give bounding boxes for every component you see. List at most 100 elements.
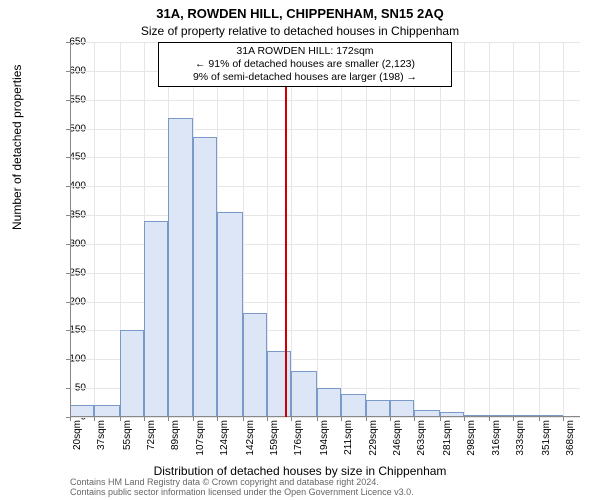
y-tick (66, 157, 70, 158)
histogram-bar (243, 313, 267, 417)
x-tick (464, 417, 465, 421)
v-gridline (489, 42, 490, 417)
x-tick (317, 417, 318, 421)
x-tick (563, 417, 564, 421)
x-tick-label: 159sqm (269, 420, 280, 460)
x-tick-label: 263sqm (416, 420, 427, 460)
marker-line (285, 42, 287, 417)
v-gridline (341, 42, 342, 417)
histogram-bar (291, 371, 317, 417)
x-tick-label: 124sqm (219, 420, 230, 460)
y-axis-label: Number of detached properties (10, 65, 24, 230)
x-tick-label: 368sqm (565, 420, 576, 460)
x-tick-label: 37sqm (96, 420, 107, 460)
y-tick (66, 388, 70, 389)
x-tick (193, 417, 194, 421)
v-gridline (366, 42, 367, 417)
x-tick-label: 351sqm (541, 420, 552, 460)
v-gridline (539, 42, 540, 417)
x-tick (366, 417, 367, 421)
histogram-bar (120, 330, 144, 417)
v-gridline (464, 42, 465, 417)
h-gridline (70, 215, 580, 216)
histogram-bar (217, 212, 243, 417)
h-gridline (70, 417, 580, 418)
chart-title-main: 31A, ROWDEN HILL, CHIPPENHAM, SN15 2AQ (0, 6, 600, 21)
y-tick (66, 244, 70, 245)
annotation-line-2: ← 91% of detached houses are smaller (2,… (163, 58, 447, 71)
x-tick-label: 211sqm (343, 420, 354, 460)
y-tick (66, 273, 70, 274)
h-gridline (70, 186, 580, 187)
x-tick-label: 281sqm (442, 420, 453, 460)
y-tick (66, 330, 70, 331)
footer-line-2: Contains public sector information licen… (70, 488, 414, 498)
x-tick (513, 417, 514, 421)
y-tick (66, 215, 70, 216)
chart-title-sub: Size of property relative to detached ho… (0, 24, 600, 38)
x-tick (168, 417, 169, 421)
x-tick-label: 176sqm (293, 420, 304, 460)
x-tick-label: 333sqm (515, 420, 526, 460)
annotation-line-1: 31A ROWDEN HILL: 172sqm (163, 45, 447, 58)
x-tick-label: 316sqm (491, 420, 502, 460)
x-tick-label: 89sqm (170, 420, 181, 460)
x-tick-label: 55sqm (122, 420, 133, 460)
histogram-bar (341, 394, 367, 417)
x-tick (440, 417, 441, 421)
y-tick (66, 359, 70, 360)
x-tick-label: 142sqm (245, 420, 256, 460)
x-tick (243, 417, 244, 421)
x-tick-label: 20sqm (72, 420, 83, 460)
v-gridline (563, 42, 564, 417)
h-gridline (70, 157, 580, 158)
v-gridline (414, 42, 415, 417)
y-tick (66, 100, 70, 101)
v-gridline (440, 42, 441, 417)
x-tick (144, 417, 145, 421)
x-tick (539, 417, 540, 421)
x-tick (120, 417, 121, 421)
v-gridline (317, 42, 318, 417)
x-tick (217, 417, 218, 421)
x-tick (70, 417, 71, 421)
x-tick-label: 298sqm (466, 420, 477, 460)
v-gridline (94, 42, 95, 417)
x-tick-label: 107sqm (195, 420, 206, 460)
x-tick-label: 72sqm (146, 420, 157, 460)
v-gridline (513, 42, 514, 417)
x-axis-label: Distribution of detached houses by size … (0, 464, 600, 478)
histogram-bar (267, 351, 291, 417)
annotation-box: 31A ROWDEN HILL: 172sqm ← 91% of detache… (158, 42, 452, 87)
plot-area (70, 42, 580, 417)
v-gridline (291, 42, 292, 417)
y-axis-line (70, 42, 71, 417)
histogram-bar (193, 137, 217, 417)
x-tick (94, 417, 95, 421)
histogram-bar (317, 388, 341, 417)
chart-footer: Contains HM Land Registry data © Crown c… (70, 478, 414, 498)
x-tick (489, 417, 490, 421)
v-gridline (390, 42, 391, 417)
h-gridline (70, 100, 580, 101)
histogram-bar (144, 221, 168, 417)
histogram-chart: 31A, ROWDEN HILL, CHIPPENHAM, SN15 2AQ S… (0, 0, 600, 500)
histogram-bar (366, 400, 390, 417)
x-tick (414, 417, 415, 421)
annotation-line-3: 9% of semi-detached houses are larger (1… (163, 71, 447, 84)
y-tick (66, 71, 70, 72)
x-tick-label: 194sqm (319, 420, 330, 460)
x-tick (291, 417, 292, 421)
histogram-bar (390, 400, 414, 417)
x-tick (341, 417, 342, 421)
y-tick (66, 129, 70, 130)
histogram-bar (168, 118, 194, 417)
h-gridline (70, 129, 580, 130)
y-tick (66, 302, 70, 303)
x-tick-label: 229sqm (368, 420, 379, 460)
x-tick (390, 417, 391, 421)
x-axis-line (70, 416, 580, 417)
y-tick (66, 42, 70, 43)
y-tick (66, 186, 70, 187)
x-tick-label: 246sqm (392, 420, 403, 460)
